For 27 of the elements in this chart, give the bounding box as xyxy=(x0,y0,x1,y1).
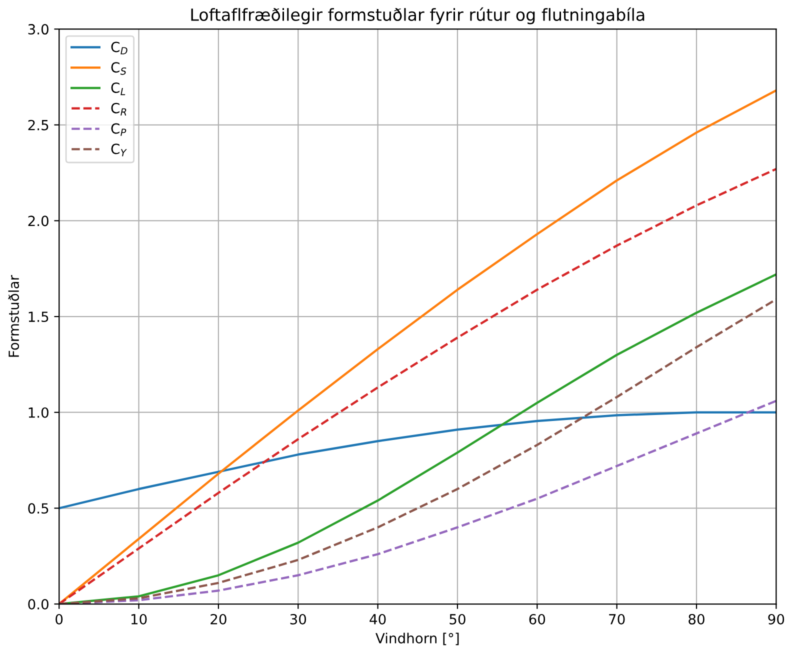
x-tick-label: 40 xyxy=(370,614,386,624)
x-axis-title: Vindhorn [°] xyxy=(376,632,459,646)
y-tick-label: 3.0 xyxy=(28,24,48,35)
legend-label: C$_{P}$ xyxy=(111,123,126,136)
x-tick-label: 50 xyxy=(450,614,466,624)
y-tick-label: 0.5 xyxy=(28,503,48,514)
y-tick-label: 1.0 xyxy=(28,407,48,418)
x-tick-label: 20 xyxy=(210,614,226,624)
y-tick-label: 2.5 xyxy=(28,120,48,130)
x-tick-label: 80 xyxy=(688,614,704,624)
x-tick-label: 90 xyxy=(768,614,784,624)
legend-label: C$_{Y}$ xyxy=(111,144,127,156)
x-tick-label: 30 xyxy=(290,614,306,624)
y-tick-label: 2.0 xyxy=(28,216,48,226)
legend-label: C$_{R}$ xyxy=(111,102,126,116)
y-axis-title: Formstuðlar xyxy=(8,275,20,357)
y-tick-label: 1.5 xyxy=(28,312,48,322)
chart-title: Loftaflfræðilegir formstuðlar fyrir rútur og flutningabíla xyxy=(191,7,644,24)
legend-label: C$_{S}$ xyxy=(111,62,126,75)
line-series xyxy=(59,411,776,510)
x-tick-label: 10 xyxy=(131,614,147,624)
legend-label: C$_{L}$ xyxy=(111,82,126,96)
x-tick-label: 0 xyxy=(56,614,63,624)
x-tick-label: 60 xyxy=(529,614,546,624)
y-tick-label: 0.0 xyxy=(28,598,48,610)
x-tick-label: 70 xyxy=(609,614,625,624)
legend-label: C$_{D}$ xyxy=(111,42,128,54)
